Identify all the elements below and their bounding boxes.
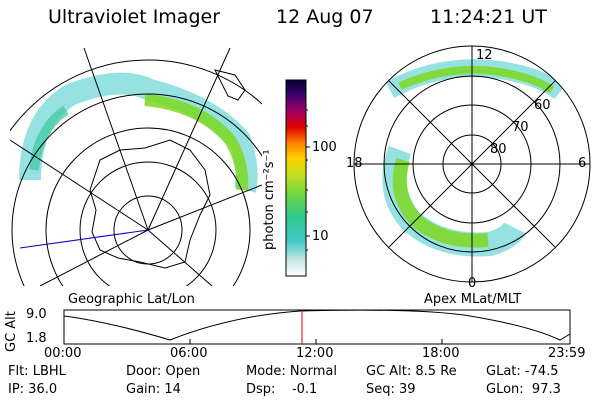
colorbar-unit-label: photon cm⁻²s⁻¹ [262, 149, 277, 250]
mlt-label-18: 18 [346, 156, 363, 171]
lat-label-70: 70 [512, 120, 529, 135]
altitude-ytick-low: 1.8 [26, 331, 47, 346]
time-label: 11:24:21 UT [430, 6, 547, 28]
mlt-label-0: 0 [468, 276, 477, 291]
altitude-ylabel: GC Alt [4, 311, 19, 352]
coastline [89, 139, 211, 269]
status-gain: Gain: 14 [126, 382, 181, 397]
aurora-oval-geo [19, 72, 258, 193]
lat-label-60: 60 [534, 98, 551, 113]
altitude-xtick-0000: 00:00 [44, 346, 82, 361]
instrument-title: Ultraviolet Imager [48, 6, 221, 28]
colorbar-ticks [306, 109, 310, 251]
status-mode: Mode: Normal [246, 364, 337, 379]
altitude-xtick-0600: 06:00 [170, 346, 208, 361]
altitude-xtick-2359: 23:59 [548, 346, 586, 361]
apex-map [353, 45, 591, 283]
colorbar [285, 79, 307, 277]
status-flt: Flt: LBHL [8, 364, 66, 379]
status-ip: IP: 36.0 [8, 382, 58, 397]
status-gc-alt: GC Alt: 8.5 Re [366, 364, 457, 379]
altitude-xtick-1200: 12:00 [296, 346, 334, 361]
geo-panel-label: Geographic Lat/Lon [68, 292, 195, 307]
altitude-plot-frame [63, 309, 571, 345]
lat-label-80: 80 [490, 142, 507, 157]
status-glat: GLat: -74.5 [486, 364, 559, 379]
altitude-curve [63, 309, 571, 341]
status-seq: Seq: 39 [366, 382, 416, 397]
scan-line [19, 229, 149, 249]
apex-panel-label: Apex MLat/MLT [424, 292, 522, 307]
mlt-label-6: 6 [578, 156, 587, 171]
altitude-x-ticks [63, 339, 571, 344]
date-label: 12 Aug 07 [276, 6, 374, 28]
geographic-map [10, 48, 262, 286]
colorbar-tick-10: 10 [312, 229, 329, 244]
status-door: Door: Open [126, 364, 201, 379]
status-dsp: Dsp: -0.1 [246, 382, 318, 397]
colorbar-tick-100: 100 [312, 140, 337, 155]
mlt-label-12: 12 [476, 48, 493, 63]
status-glon: GLon: 97.3 [486, 382, 561, 397]
altitude-ytick-high: 9.0 [26, 307, 47, 322]
altitude-xtick-1800: 18:00 [422, 346, 460, 361]
